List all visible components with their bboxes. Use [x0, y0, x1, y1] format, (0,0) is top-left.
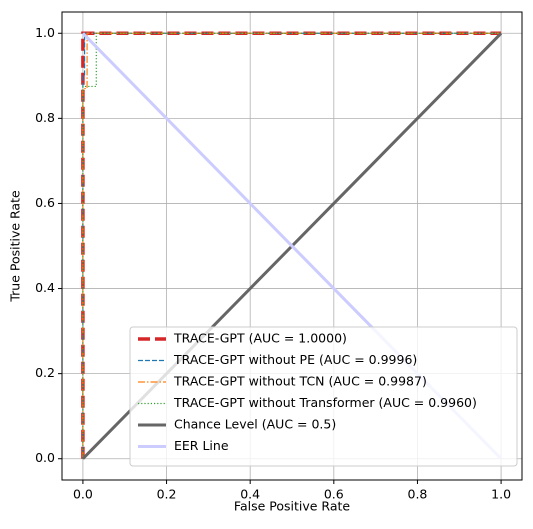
y-tick-label: 0.0	[35, 450, 55, 465]
axes-frame	[61, 11, 523, 481]
legend-label: TRACE-GPT (AUC = 1.0000)	[173, 331, 347, 346]
y-tick-label: 0.8	[35, 110, 55, 125]
y-tick-label: 0.6	[35, 195, 55, 210]
y-tick-label: 1.0	[35, 25, 55, 40]
legend-label: TRACE-GPT without PE (AUC = 0.9996)	[173, 352, 417, 367]
y-axis-label: True Positive Rate	[8, 190, 23, 303]
x-tick-label: 1.0	[491, 487, 511, 502]
x-axis-label: False Positive Rate	[234, 499, 350, 514]
y-tick-label: 0.4	[35, 280, 55, 295]
x-tick-label: 0.8	[408, 487, 428, 502]
y-tick-label: 0.2	[35, 365, 55, 380]
x-tick-label: 0.2	[157, 487, 177, 502]
legend-box	[129, 326, 518, 467]
legend-label: Chance Level (AUC = 0.5)	[174, 417, 336, 432]
legend: TRACE-GPT (AUC = 1.0000) TRACE-GPT withou…	[129, 326, 518, 467]
x-tick-label: 0.6	[324, 487, 344, 502]
x-tick-label: 0.0	[73, 487, 93, 502]
x-tick-label: 0.4	[240, 487, 260, 502]
roc-line	[82, 32, 502, 459]
legend-label: EER Line	[174, 438, 229, 453]
legend-label: TRACE-GPT without TCN (AUC = 0.9987)	[173, 374, 427, 389]
legend-label: TRACE-GPT without Transformer (AUC = 0.9…	[173, 395, 477, 410]
